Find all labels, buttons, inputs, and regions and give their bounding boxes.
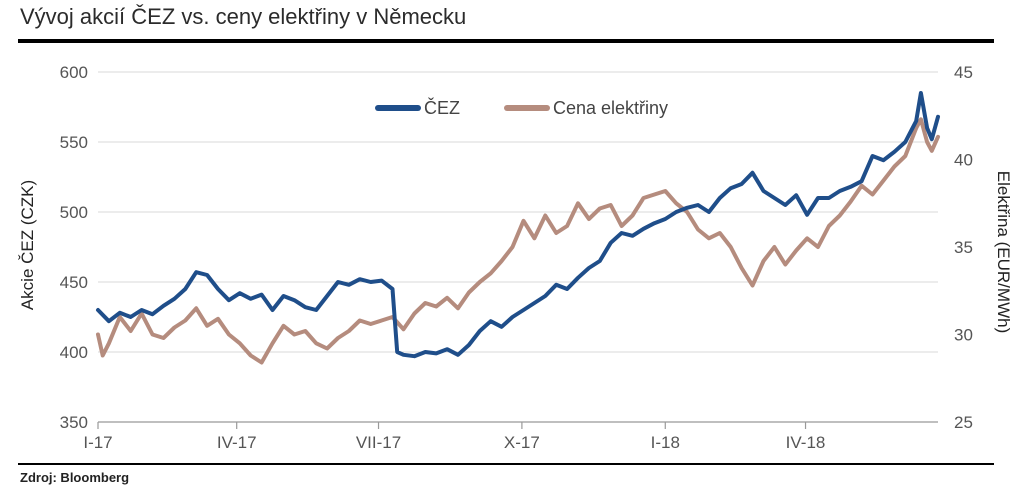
left-tick-label: 550 <box>60 133 88 152</box>
left-tick-label: 400 <box>60 343 88 362</box>
right-tick-label: 35 <box>954 238 973 257</box>
series-line-cez <box>96 91 940 359</box>
right-tick-label: 45 <box>954 63 973 82</box>
legend: ČEZ Cena elektřiny <box>375 97 668 118</box>
right-tick-label: 30 <box>954 326 973 345</box>
chart-title: Vývoj akcií ČEZ vs. ceny elektřiny v Něm… <box>20 4 467 29</box>
x-tick-label: IV-17 <box>217 433 257 452</box>
title-underline <box>18 39 994 43</box>
legend-label: Cena elektřiny <box>553 98 668 118</box>
x-tick-label: I-18 <box>651 433 680 452</box>
series-lines <box>96 91 940 365</box>
x-tick-label: X-17 <box>504 433 540 452</box>
legend-label: ČEZ <box>424 97 460 118</box>
x-tick-label: IV-18 <box>786 433 826 452</box>
right-tick-label: 25 <box>954 413 973 432</box>
left-axis-title: Akcie ČEZ (CZK) <box>18 180 37 310</box>
line-chart: 350 400 450 500 550 600 25 30 35 40 45 I-17 IV-17 V… <box>18 63 1013 452</box>
right-axis-ticks: 25 30 35 40 45 <box>954 63 973 432</box>
left-axis-ticks: 350 400 450 500 550 600 <box>60 63 88 432</box>
left-tick-label: 600 <box>60 63 88 82</box>
left-tick-label: 450 <box>60 273 88 292</box>
x-tick-label: VII-17 <box>356 433 401 452</box>
right-axis-title: Elektřina (EUR/MWh) <box>994 171 1013 333</box>
right-tick-label: 40 <box>954 151 973 170</box>
source-note: Zdroj: Bloomberg <box>20 470 130 485</box>
x-tick-label: I-17 <box>83 433 112 452</box>
series-line-electricity <box>96 117 940 365</box>
source-divider <box>18 463 994 465</box>
left-tick-label: 350 <box>60 413 88 432</box>
x-axis: I-17 IV-17 VII-17 X-17 I-18 IV-18 <box>83 421 938 452</box>
gridlines <box>98 71 938 353</box>
left-tick-label: 500 <box>60 203 88 222</box>
